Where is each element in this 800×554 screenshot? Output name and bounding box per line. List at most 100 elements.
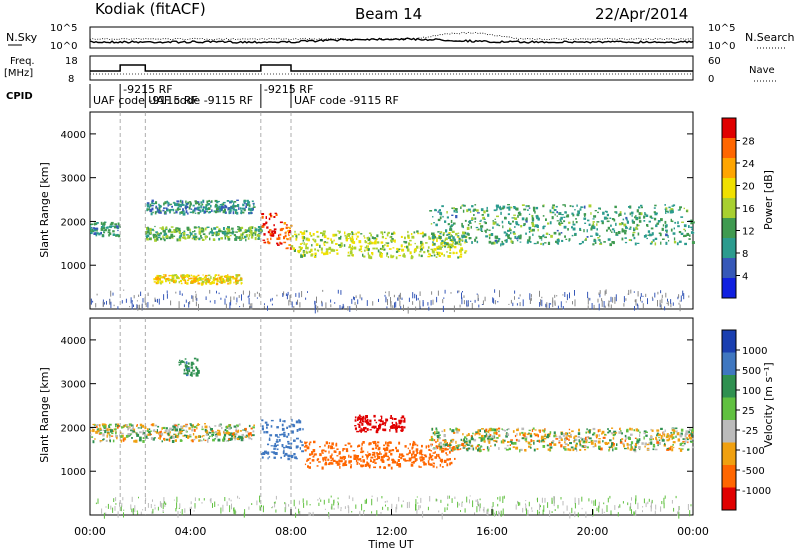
noise-cell — [242, 303, 244, 308]
heatmap-cell — [432, 250, 435, 254]
heatmap-cell — [542, 429, 544, 432]
noise-cell — [123, 509, 125, 511]
heatmap-cell — [397, 425, 401, 428]
heatmap-cell — [192, 369, 196, 371]
nsearch-label: N.Search — [745, 31, 795, 44]
heatmap-cell — [100, 221, 103, 225]
heatmap-cell — [449, 239, 453, 241]
heatmap-cell — [444, 242, 447, 244]
heatmap-cell — [668, 206, 671, 209]
heatmap-cell — [283, 454, 286, 457]
heatmap-cell — [544, 433, 547, 437]
heatmap-cell — [191, 429, 194, 432]
heatmap-cell — [498, 427, 501, 430]
noise-cell — [537, 509, 539, 515]
heatmap-cell — [670, 218, 672, 222]
heatmap-cell — [657, 433, 659, 435]
heatmap-cell — [460, 438, 462, 441]
heatmap-cell — [512, 220, 514, 223]
heatmap-cell — [450, 461, 453, 465]
heatmap-cell — [632, 233, 635, 237]
heatmap-cell — [502, 440, 505, 444]
heatmap-cell — [570, 446, 574, 449]
heatmap-cell — [219, 209, 221, 213]
heatmap-cell — [546, 444, 549, 447]
heatmap-cell — [593, 215, 597, 218]
heatmap-cell — [364, 426, 367, 430]
noise-cell — [181, 293, 183, 296]
heatmap-cell — [462, 433, 464, 436]
heatmap-cell — [631, 219, 634, 223]
noise-cell — [531, 510, 533, 512]
noise-cell — [457, 501, 459, 508]
heatmap-cell — [247, 203, 250, 206]
heatmap-cell — [521, 427, 525, 431]
heatmap-cell — [577, 213, 579, 217]
heatmap-cell — [449, 252, 452, 254]
heatmap-cell — [178, 227, 181, 231]
beam-title: Beam 14 — [355, 5, 422, 23]
heatmap-cell — [427, 249, 429, 252]
heatmap-cell — [266, 226, 269, 229]
heatmap-cell — [150, 212, 153, 216]
heatmap-cell — [173, 201, 175, 204]
heatmap-cell — [626, 220, 629, 224]
noise-cell — [176, 502, 178, 509]
heatmap-cell — [408, 452, 411, 454]
heatmap-cell — [351, 232, 354, 236]
heatmap-cell — [633, 228, 636, 231]
heatmap-cell — [524, 432, 527, 435]
heatmap-cell — [105, 427, 108, 431]
noise-cell — [628, 289, 630, 295]
noise-cell — [633, 291, 635, 293]
noise-cell — [444, 289, 446, 294]
heatmap-cell — [363, 235, 365, 237]
heatmap-cell — [184, 364, 187, 367]
heatmap-cell — [598, 445, 601, 449]
heatmap-cell — [145, 435, 148, 439]
heatmap-cell — [471, 444, 473, 448]
heatmap-cell — [585, 439, 588, 442]
heatmap-cell — [583, 229, 585, 233]
heatmap-cell — [521, 217, 525, 221]
heatmap-cell — [224, 234, 226, 237]
heatmap-cell — [366, 237, 369, 240]
heatmap-cell — [649, 443, 653, 445]
heatmap-cell — [583, 217, 587, 220]
heatmap-cell — [174, 433, 177, 436]
heatmap-cell — [531, 217, 535, 221]
heatmap-cell — [486, 228, 489, 231]
heatmap-cell — [404, 246, 406, 248]
noise-cell — [175, 508, 177, 512]
noise-cell — [422, 301, 424, 307]
heatmap-cell — [487, 448, 490, 452]
heatmap-cell — [346, 448, 349, 451]
heatmap-cell — [208, 232, 210, 235]
heatmap-cell — [398, 254, 402, 257]
heatmap-cell — [395, 423, 398, 426]
heatmap-cell — [431, 249, 434, 253]
heatmap-cell — [671, 210, 674, 214]
noise-cell — [655, 504, 657, 510]
noise-cell — [641, 300, 643, 303]
heatmap-cell — [413, 248, 417, 252]
heatmap-cell — [200, 237, 203, 239]
heatmap-cell — [304, 254, 306, 257]
heatmap-cell — [357, 231, 360, 234]
heatmap-cell — [267, 240, 270, 244]
heatmap-cell — [306, 441, 308, 444]
heatmap-cell — [481, 214, 484, 216]
heatmap-cell — [654, 237, 658, 240]
heatmap-cell — [176, 238, 179, 242]
heatmap-cell — [306, 446, 310, 450]
heatmap-cell — [653, 217, 657, 221]
heatmap-cell — [370, 456, 374, 459]
heatmap-cell — [657, 433, 660, 436]
heatmap-cell — [432, 232, 435, 236]
heatmap-cell — [579, 442, 581, 445]
cpid-segment-label: UAF code -9115 RF — [148, 94, 253, 107]
heatmap-cell — [409, 239, 412, 242]
heatmap-cell — [97, 232, 99, 234]
heatmap-cell — [568, 438, 570, 441]
heatmap-cell — [493, 241, 496, 245]
